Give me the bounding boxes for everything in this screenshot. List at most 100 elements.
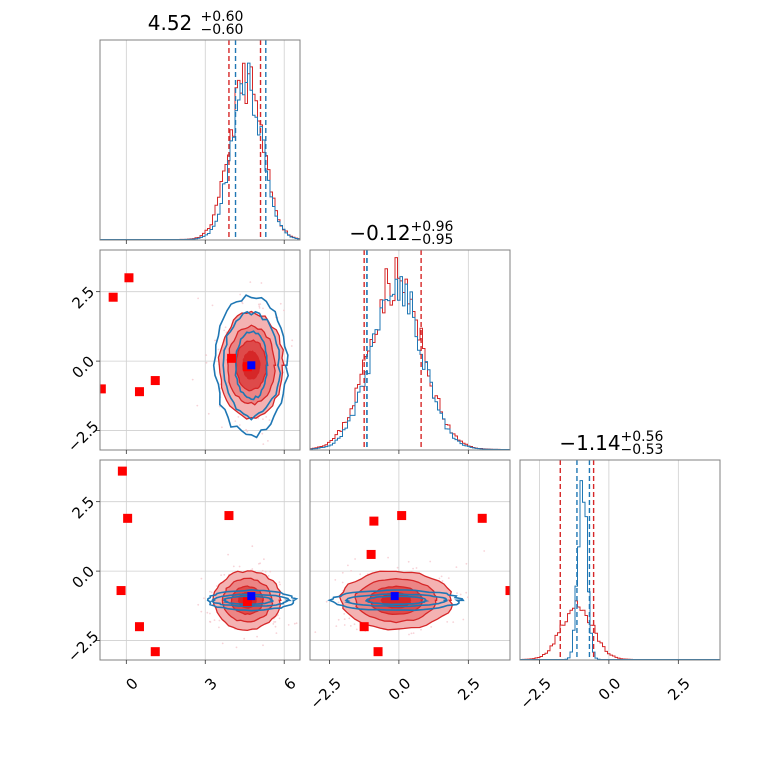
sample-point xyxy=(213,619,216,621)
histogram-blue xyxy=(100,62,300,240)
sample-point xyxy=(429,560,432,563)
marker-red-square xyxy=(369,516,379,526)
sample-point xyxy=(205,361,208,364)
sample-point xyxy=(258,562,260,565)
sample-point xyxy=(207,412,210,415)
sample-point xyxy=(206,611,209,614)
panel-1-0 xyxy=(100,250,304,459)
panel-frame xyxy=(519,459,721,661)
sample-point xyxy=(446,621,449,623)
sample-point xyxy=(245,428,248,431)
marker-red-square xyxy=(116,586,126,596)
panel-frame xyxy=(99,39,301,241)
panel-frame xyxy=(99,459,301,661)
sample-point xyxy=(438,577,441,580)
panel-title: −1.14 xyxy=(559,431,620,455)
sample-point xyxy=(221,426,223,429)
marker-red-square xyxy=(505,586,510,596)
sample-point xyxy=(290,345,293,347)
sample-point xyxy=(343,618,346,620)
sample-point xyxy=(267,575,270,577)
sample-point xyxy=(218,619,221,622)
sample-point xyxy=(238,565,241,568)
sample-point xyxy=(262,644,264,647)
sample-point xyxy=(349,625,352,627)
sample-point xyxy=(261,432,264,435)
sample-point xyxy=(232,565,235,568)
marker-red-square xyxy=(134,622,144,632)
marker-blue-square xyxy=(390,592,399,601)
sample-point xyxy=(410,632,413,635)
marker-red-square xyxy=(123,513,133,523)
sample-point xyxy=(387,556,389,559)
sample-point xyxy=(209,620,211,623)
sample-point xyxy=(305,599,307,601)
histogram-blue xyxy=(310,276,510,450)
sample-point xyxy=(261,569,264,572)
sample-point xyxy=(191,378,194,381)
sample-point xyxy=(415,567,418,569)
sample-point xyxy=(440,575,443,578)
marker-red-square xyxy=(242,597,252,607)
panel-frame xyxy=(309,459,511,661)
sample-point xyxy=(267,440,269,442)
sample-point xyxy=(407,560,410,563)
sample-point xyxy=(217,348,220,351)
sample-point xyxy=(483,550,486,552)
marker-blue-square xyxy=(247,592,256,601)
marker-blue-square xyxy=(247,361,256,370)
marker-red-square xyxy=(150,376,160,386)
sample-point xyxy=(341,581,344,584)
panel-frame xyxy=(309,249,511,451)
y-tick-label: 2.5 xyxy=(68,493,98,523)
marker-red-square xyxy=(134,387,144,397)
sample-point xyxy=(218,457,220,459)
sample-point xyxy=(211,304,214,307)
sample-point xyxy=(456,592,458,594)
sample-point xyxy=(350,570,352,572)
sample-point xyxy=(355,628,358,631)
sample-point xyxy=(246,430,249,433)
panel-2-2 xyxy=(520,460,720,660)
density-contour-blue xyxy=(234,330,269,401)
sample-point xyxy=(262,418,264,420)
sample-point xyxy=(279,583,281,586)
title-subscript: −0.95 xyxy=(411,232,454,248)
sample-point xyxy=(262,307,264,310)
y-tick-label: 0.0 xyxy=(68,352,98,382)
sample-point xyxy=(214,339,216,342)
panel-2-1 xyxy=(305,460,510,660)
x-tick-label: 0.0 xyxy=(385,674,415,704)
sample-point xyxy=(302,307,304,309)
sample-point xyxy=(249,281,252,283)
sample-point xyxy=(302,422,304,424)
histogram-red xyxy=(520,600,720,660)
sample-point xyxy=(420,628,422,631)
marker-red-square xyxy=(150,647,160,657)
sample-point xyxy=(274,625,277,628)
density-contour-blue xyxy=(222,595,275,606)
sample-point xyxy=(243,637,246,640)
marker-red-square xyxy=(224,511,234,521)
x-tick-label: 2.5 xyxy=(664,674,694,704)
sample-point xyxy=(301,355,303,357)
sample-point xyxy=(251,568,254,570)
sample-point xyxy=(465,591,468,594)
marker-red-square xyxy=(227,353,237,363)
sample-point xyxy=(295,622,298,625)
sample-point xyxy=(462,618,465,621)
sample-point xyxy=(335,625,338,627)
x-tick-label: −2.5 xyxy=(517,674,555,712)
sample-point xyxy=(467,596,469,599)
sample-point xyxy=(209,590,211,593)
sample-point xyxy=(354,558,356,560)
x-tick-label: 3 xyxy=(201,674,220,693)
sample-point xyxy=(197,297,200,300)
title-superscript: +0.96 xyxy=(411,219,454,235)
sample-point xyxy=(238,424,241,426)
panel-0-0 xyxy=(100,40,300,240)
density-contour-blue xyxy=(365,595,430,606)
sample-point xyxy=(359,573,362,576)
sample-point xyxy=(200,577,203,580)
